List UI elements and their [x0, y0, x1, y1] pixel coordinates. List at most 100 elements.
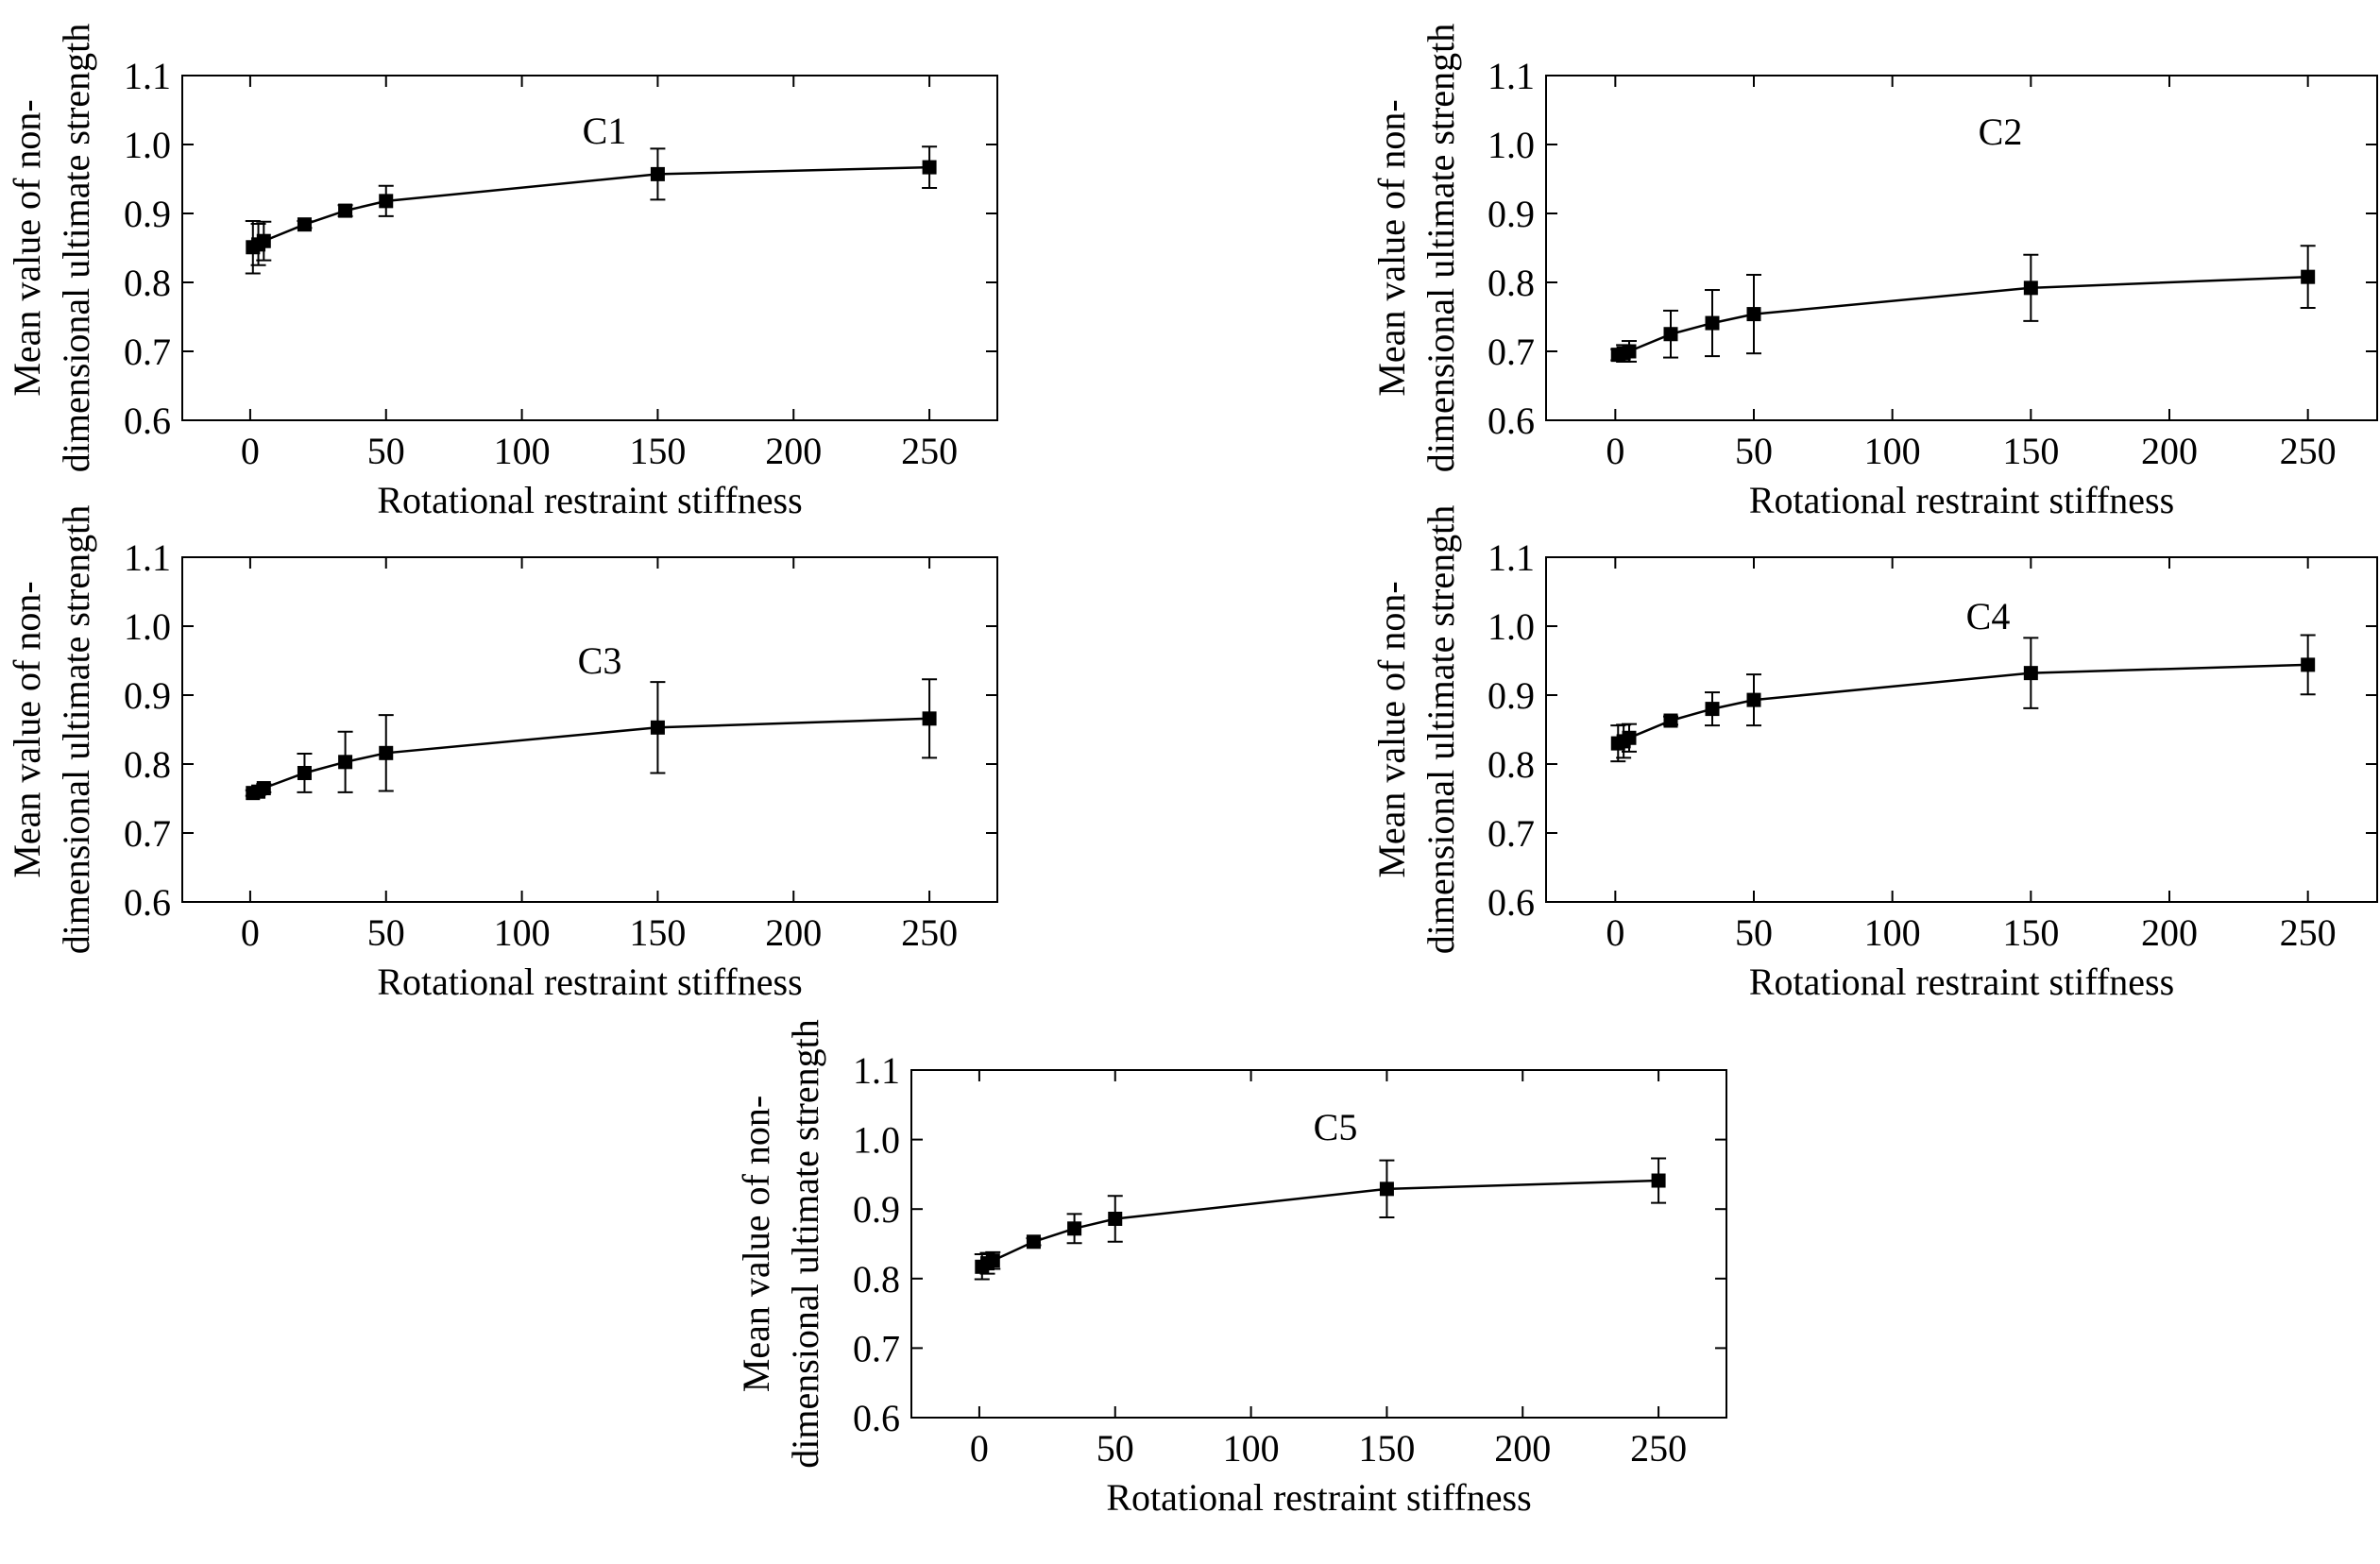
plot-frame	[1545, 75, 2378, 421]
data-point-marker	[297, 765, 312, 780]
y-tick-label: 1.1	[1488, 536, 1535, 579]
data-point-marker	[922, 711, 937, 726]
data-point-marker	[1746, 307, 1761, 322]
x-tick-label: 100	[1864, 430, 1921, 472]
y-tick-label: 0.7	[124, 331, 171, 373]
x-tick-label: 100	[1223, 1427, 1280, 1470]
data-point-marker	[1651, 1173, 1666, 1188]
y-tick-label: 0.8	[124, 743, 171, 786]
data-point-marker	[650, 166, 665, 181]
data-point-marker	[1663, 327, 1678, 342]
data-point-marker	[379, 194, 394, 209]
series-line	[981, 1179, 1659, 1268]
series-line	[252, 717, 930, 794]
data-point-marker	[256, 233, 271, 248]
data-point-marker	[1067, 1221, 1082, 1236]
x-tick-label: 200	[1494, 1427, 1551, 1470]
y-tick-label: 0.6	[853, 1397, 900, 1439]
data-point-marker	[1108, 1212, 1123, 1227]
y-tick-label: 0.6	[124, 400, 171, 442]
panel-annotation: C3	[578, 639, 622, 682]
y-tick-label: 1.0	[1488, 605, 1535, 648]
y-tick-label: 0.9	[124, 674, 171, 717]
x-tick-label: 200	[2141, 430, 2198, 472]
x-tick-label: 0	[1606, 430, 1624, 472]
data-point-marker	[1663, 713, 1678, 728]
y-tick-label: 0.8	[1488, 262, 1535, 304]
x-tick-label: 250	[1630, 1427, 1687, 1470]
panel-annotation: C4	[1966, 595, 2011, 638]
y-tick-label: 1.0	[1488, 124, 1535, 166]
data-point-marker	[2301, 657, 2316, 672]
data-point-marker	[297, 217, 312, 232]
y-tick-label: 0.9	[853, 1188, 900, 1231]
x-tick-label: 150	[2002, 911, 2059, 954]
panel-annotation: C2	[1979, 110, 2023, 153]
series-line	[1617, 275, 2308, 356]
y-tick-label: 0.6	[1488, 881, 1535, 924]
x-tick-label: 100	[494, 430, 551, 472]
data-point-marker	[2023, 280, 2038, 296]
x-tick-label: 250	[2280, 911, 2337, 954]
x-axis-label: Rotational restraint stiffness	[377, 479, 802, 521]
x-tick-label: 250	[901, 911, 958, 954]
x-tick-label: 50	[367, 430, 405, 472]
y-tick-label: 0.7	[853, 1327, 900, 1369]
x-tick-label: 200	[765, 911, 822, 954]
x-axis-label: Rotational restraint stiffness	[1106, 1476, 1531, 1519]
data-point-marker	[338, 203, 353, 218]
y-tick-label: 0.8	[1488, 743, 1535, 786]
y-axis-label-line-2: dimensional ultimate strength	[784, 1019, 826, 1468]
data-point-marker	[1622, 344, 1637, 359]
x-tick-label: 250	[901, 430, 958, 472]
panel-c3: 0 50 100 150 200 250 0.6 0.7 0.8 0.9 1.0 1.1 Rotatio…	[6, 505, 998, 1003]
y-tick-label: 0.7	[124, 812, 171, 855]
data-point-marker	[379, 745, 394, 760]
panel-c4: 0 50 100 150 200 250 0.6 0.7 0.8 0.9 1.0 1.1 Rotatio…	[1370, 505, 2378, 1003]
x-axis-label: Rotational restraint stiffness	[1749, 960, 2174, 1003]
plot-frame	[181, 556, 998, 903]
y-tick-label: 0.9	[124, 193, 171, 235]
data-point-marker	[1622, 730, 1637, 745]
plot-frame	[910, 1069, 1727, 1419]
y-axis-label-line-2: dimensional ultimate strength	[1420, 24, 1462, 472]
panel-c5: 0 50 100 150 200 250 0.6 0.7 0.8 0.9 1.0 1.1 Rotatio…	[735, 1019, 1727, 1519]
x-tick-label: 50	[1096, 1427, 1134, 1470]
data-point-marker	[985, 1253, 1000, 1268]
x-tick-label: 100	[494, 911, 551, 954]
data-point-marker	[1746, 692, 1761, 707]
panel-c1: 0 50 100 150 200 250 0.6 0.7 0.8 0.9 1.0 1.1 Rotatio…	[6, 24, 998, 521]
x-tick-label: 50	[367, 911, 405, 954]
y-tick-label: 0.6	[124, 881, 171, 924]
y-tick-label: 1.1	[1488, 55, 1535, 97]
y-tick-label: 0.8	[853, 1258, 900, 1300]
y-tick-label: 0.7	[1488, 331, 1535, 373]
y-tick-label: 0.6	[1488, 400, 1535, 442]
x-tick-label: 50	[1735, 430, 1773, 472]
x-tick-label: 0	[241, 911, 260, 954]
series-line	[252, 165, 930, 248]
y-axis-label-line-2: dimensional ultimate strength	[55, 505, 97, 954]
panel-annotation: C1	[583, 110, 627, 152]
y-axis-label-line-2: dimensional ultimate strength	[55, 24, 97, 472]
x-tick-label: 150	[629, 911, 686, 954]
panel-c2: 0 50 100 150 200 250 0.6 0.7 0.8 0.9 1.0 1.1 Rotatio…	[1370, 24, 2378, 521]
y-tick-label: 1.1	[124, 536, 171, 579]
x-tick-label: 150	[2002, 430, 2059, 472]
y-axis-label-line-1: Mean value of non-	[1370, 99, 1413, 396]
x-axis-label: Rotational restraint stiffness	[377, 960, 802, 1003]
y-tick-label: 1.0	[124, 124, 171, 166]
y-tick-label: 1.0	[124, 605, 171, 648]
y-axis-label-line-2: dimensional ultimate strength	[1420, 505, 1462, 954]
data-point-marker	[1705, 702, 1720, 717]
x-tick-label: 150	[1358, 1427, 1415, 1470]
y-axis-label-line-1: Mean value of non-	[1370, 581, 1413, 877]
panel-annotation: C5	[1314, 1106, 1358, 1148]
data-point-marker	[922, 160, 937, 175]
y-tick-label: 0.9	[1488, 674, 1535, 717]
plot-frame	[181, 75, 998, 421]
data-point-marker	[1026, 1234, 1041, 1250]
x-axis-label: Rotational restraint stiffness	[1749, 479, 2174, 521]
x-tick-label: 0	[241, 430, 260, 472]
